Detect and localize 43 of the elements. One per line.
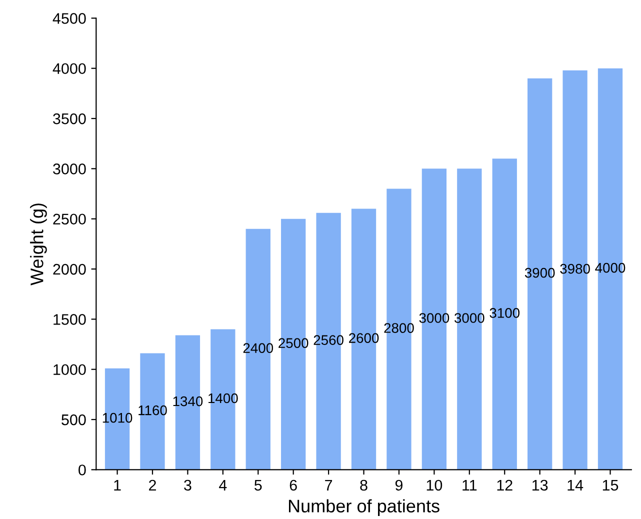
x-tick-label: 12 <box>497 480 512 490</box>
data-label: 3000 <box>454 313 484 323</box>
x-tick-label: 2 <box>149 480 156 490</box>
data-label: 3900 <box>524 268 555 278</box>
y-tick-label: 2000 <box>53 264 86 275</box>
x-tick-label: 14 <box>568 480 584 490</box>
data-label: 1340 <box>173 396 203 406</box>
data-label: 1160 <box>138 405 167 416</box>
x-tick-label: 9 <box>395 480 403 491</box>
y-tick-label: 0 <box>78 464 86 476</box>
data-label: 1010 <box>102 412 132 423</box>
y-tick-label: 4500 <box>52 13 86 24</box>
x-tick-label: 4 <box>219 480 227 490</box>
data-label: 3000 <box>419 313 450 323</box>
y-tick-label: 1000 <box>54 364 86 376</box>
x-tick-label: 10 <box>426 480 442 491</box>
data-label: 2400 <box>243 343 274 354</box>
x-tick-label: 1 <box>114 480 121 490</box>
y-tick-label: 1500 <box>54 314 86 325</box>
y-tick-label: 500 <box>62 414 86 426</box>
x-tick-label: 15 <box>602 480 618 491</box>
y-tick-label: 3000 <box>53 164 86 174</box>
x-tick-label: 7 <box>325 480 332 490</box>
data-label: 1400 <box>208 393 238 404</box>
y-tick-label: 4000 <box>52 63 86 74</box>
data-label: 2560 <box>314 335 344 345</box>
y-tick-label: 2500 <box>53 214 86 225</box>
data-label: 2500 <box>278 338 308 348</box>
y-tick-label: 3500 <box>53 113 86 124</box>
bar <box>140 353 165 470</box>
x-tick-label: 6 <box>290 480 297 491</box>
data-label: 2800 <box>384 323 414 333</box>
x-tick-label: 3 <box>184 480 192 491</box>
x-tick-label: 11 <box>462 480 477 490</box>
x-tick-label: 13 <box>532 480 548 491</box>
data-label: 2600 <box>349 333 379 343</box>
x-axis-title: Number of patients <box>288 499 440 516</box>
data-label: 3980 <box>560 264 590 274</box>
y-axis-title: Weight (g) <box>30 204 47 286</box>
x-tick-label: 5 <box>254 480 262 491</box>
data-label: 4000 <box>595 262 626 273</box>
x-tick-label: 8 <box>360 480 368 491</box>
data-label: 3100 <box>490 308 520 318</box>
